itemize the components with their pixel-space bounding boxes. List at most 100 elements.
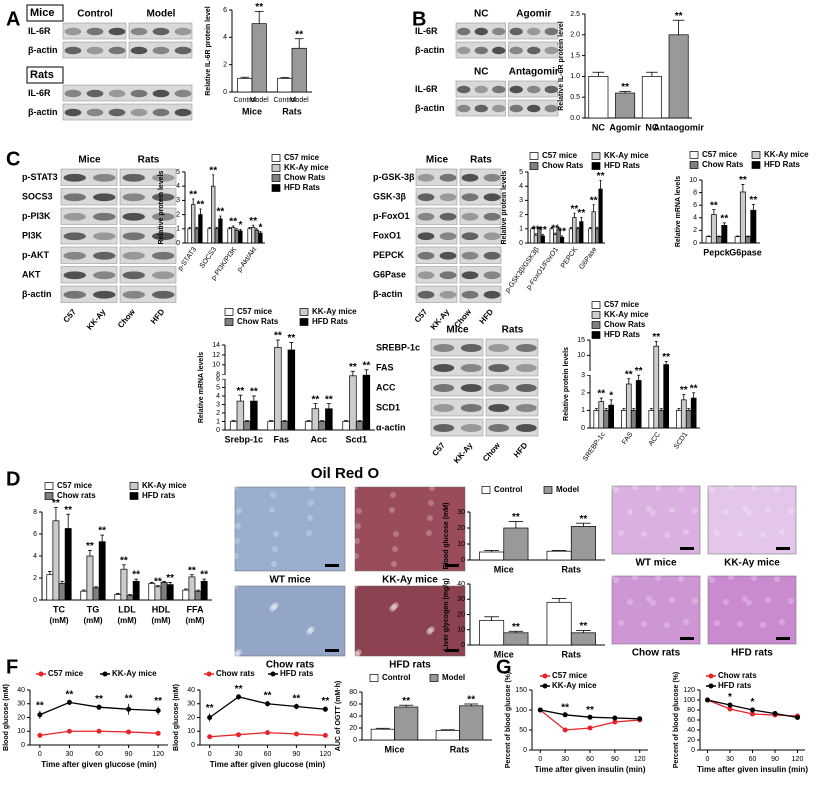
blot-band bbox=[152, 27, 170, 36]
legend-label: C57 mice bbox=[284, 153, 320, 162]
texture bbox=[627, 599, 633, 605]
blot-band bbox=[130, 27, 148, 36]
blot-band bbox=[474, 85, 488, 94]
blot-band bbox=[152, 108, 170, 117]
x-tick-label: Scd1 bbox=[345, 434, 367, 444]
x-tick-label: SOCS3 bbox=[199, 246, 218, 270]
panel-label: B bbox=[412, 8, 426, 30]
x-tick-label: SCD1 bbox=[673, 431, 690, 450]
blot-band bbox=[63, 193, 86, 202]
image-caption: HFD rats bbox=[731, 648, 773, 659]
texture bbox=[270, 492, 276, 498]
bar bbox=[311, 408, 320, 431]
significance: ** bbox=[532, 224, 540, 235]
bar bbox=[553, 234, 558, 244]
blot-band bbox=[439, 212, 457, 221]
x-tick-label: 30 bbox=[561, 756, 569, 763]
bar bbox=[194, 228, 199, 244]
y-tick-label: 40 bbox=[349, 713, 357, 720]
legend-swatch bbox=[129, 482, 139, 490]
bar bbox=[546, 601, 572, 646]
y-axis-label: Blood glucose (mM) bbox=[173, 684, 180, 751]
legend-swatch bbox=[529, 162, 539, 170]
texture bbox=[392, 603, 398, 609]
blot-band bbox=[122, 232, 145, 241]
legend-label: Model bbox=[442, 673, 465, 682]
bar bbox=[591, 211, 596, 244]
blot-band bbox=[63, 212, 86, 221]
significance: ** bbox=[235, 684, 243, 695]
y-axis-label: Relative IL-6R protein level bbox=[558, 21, 565, 111]
bar bbox=[579, 221, 584, 244]
bar bbox=[211, 185, 216, 244]
y-tick-label: 0 bbox=[216, 427, 220, 434]
legend-label: HFD rats bbox=[142, 491, 176, 500]
blot-band bbox=[492, 85, 506, 94]
texture bbox=[352, 583, 358, 589]
significance: ** bbox=[590, 195, 598, 206]
significance: ** bbox=[264, 691, 272, 702]
significance: * bbox=[609, 390, 613, 401]
texture bbox=[269, 507, 275, 513]
legend-swatch bbox=[44, 492, 54, 500]
y-tick-label: 0 bbox=[461, 642, 465, 649]
texture bbox=[426, 629, 432, 635]
y-tick-label: 2.5 bbox=[570, 11, 580, 18]
significance: ** bbox=[720, 213, 728, 224]
panel-label: F bbox=[6, 656, 18, 678]
texture bbox=[714, 530, 720, 536]
blot-band bbox=[461, 193, 479, 202]
blot-band bbox=[108, 46, 126, 55]
blot-band bbox=[86, 89, 104, 98]
blot-band bbox=[63, 232, 86, 241]
panel-label: C bbox=[6, 148, 20, 170]
bar bbox=[663, 364, 670, 429]
texture bbox=[765, 597, 771, 603]
texture bbox=[760, 622, 766, 628]
bar bbox=[598, 188, 603, 244]
blot-band bbox=[64, 108, 82, 117]
lane-label: Chow bbox=[481, 440, 502, 463]
significance: ** bbox=[154, 696, 162, 707]
y-tick-label: 10 bbox=[577, 352, 585, 359]
point bbox=[727, 702, 733, 708]
blot-band bbox=[483, 193, 501, 202]
legend-swatch bbox=[369, 674, 379, 682]
point bbox=[587, 714, 593, 720]
texture bbox=[392, 546, 398, 552]
legend-label: Chow Rats bbox=[284, 173, 326, 182]
lane-label: HFD bbox=[478, 307, 496, 326]
x-tick-label: 0 bbox=[538, 756, 542, 763]
micrograph bbox=[354, 585, 466, 657]
texture bbox=[728, 574, 734, 580]
y-tick-label: 12 bbox=[212, 352, 220, 359]
blot-band bbox=[93, 212, 116, 221]
title-box bbox=[26, 4, 64, 22]
blot-column: NC bbox=[474, 9, 488, 20]
point bbox=[562, 712, 568, 718]
texture bbox=[427, 628, 433, 634]
bar bbox=[188, 576, 196, 601]
bar bbox=[247, 228, 252, 244]
x-tick-label: Rats bbox=[450, 744, 470, 754]
significance: ** bbox=[467, 695, 475, 706]
y-tick-label: 30 bbox=[457, 596, 465, 603]
x-tick-label: Mice bbox=[242, 106, 262, 116]
blot-band bbox=[63, 251, 86, 260]
bar bbox=[280, 421, 289, 431]
blot-band bbox=[417, 212, 435, 221]
blot-band bbox=[544, 104, 558, 113]
significance: ** bbox=[64, 505, 72, 516]
blot-band bbox=[417, 271, 435, 280]
texture bbox=[714, 620, 720, 626]
bar bbox=[635, 380, 642, 429]
y-axis-label: Percent of blood glucose (%) bbox=[505, 672, 512, 768]
y-tick-label: 80 bbox=[349, 689, 357, 696]
blot-row-label: β-actin bbox=[415, 103, 445, 113]
legend-label: C57 mice bbox=[552, 671, 588, 680]
blot-band bbox=[515, 344, 537, 352]
significance: ** bbox=[402, 696, 410, 707]
point bbox=[66, 699, 72, 705]
texture bbox=[429, 485, 435, 491]
blot-band bbox=[108, 89, 126, 98]
